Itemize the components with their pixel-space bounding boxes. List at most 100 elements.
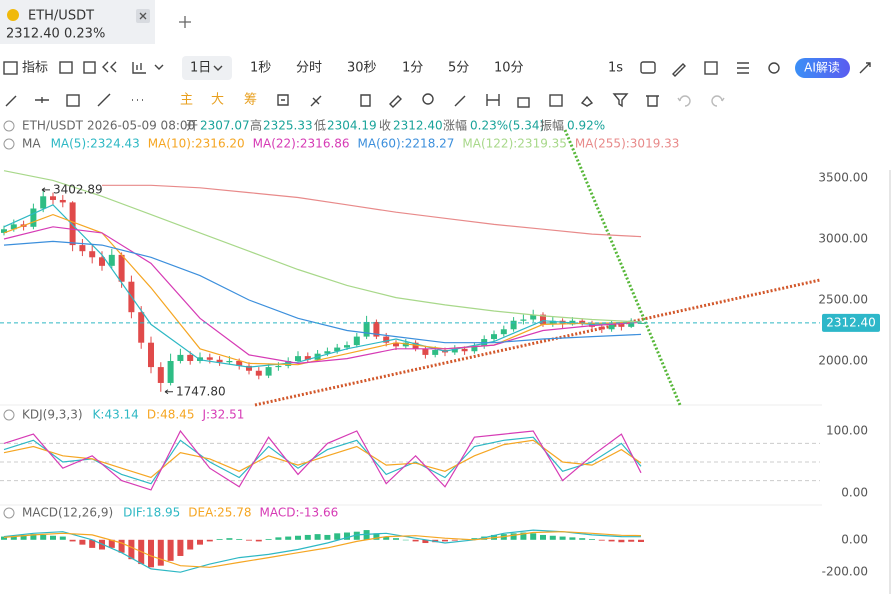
interval-button[interactable]: 1日	[190, 61, 211, 76]
hline-tool[interactable]	[35, 97, 49, 103]
trend-line[interactable]	[254, 278, 821, 407]
tab-symbol[interactable]: ETH/USDT	[28, 9, 94, 24]
macd-bar	[265, 538, 272, 540]
icon[interactable]	[310, 95, 322, 107]
icon[interactable]	[102, 61, 117, 73]
tool-button[interactable]: 大	[211, 93, 224, 108]
candle-body	[30, 208, 37, 227]
icon[interactable]	[549, 94, 563, 107]
collapse-icon[interactable]	[3, 507, 15, 519]
chevron	[213, 65, 223, 71]
interval-button[interactable]: 30秒	[347, 61, 377, 76]
ai-label[interactable]: AI解读	[804, 61, 840, 75]
info-symbol: ETH/USDT	[22, 119, 84, 133]
undo-icon[interactable]	[677, 95, 691, 107]
annotation: 1747.80	[176, 384, 226, 398]
icon[interactable]	[277, 94, 289, 106]
macd-bar	[520, 532, 527, 540]
filter-icon[interactable]	[612, 93, 629, 108]
icon[interactable]	[132, 62, 146, 74]
interval-button[interactable]: 1s	[608, 61, 623, 76]
info-label: 高	[250, 118, 262, 133]
candle-body	[334, 347, 341, 352]
candle-body	[500, 329, 507, 335]
zoom-icon[interactable]	[422, 93, 434, 105]
candle-body	[461, 348, 468, 352]
candle-body	[628, 320, 635, 327]
camera-icon[interactable]	[640, 61, 656, 74]
interval-button[interactable]: 5分	[448, 61, 469, 76]
redo-icon[interactable]	[711, 95, 725, 107]
settings-icon[interactable]	[768, 62, 780, 74]
candle-body	[10, 224, 17, 230]
annotation: 3402.89	[53, 182, 103, 196]
interval-button[interactable]: 1秒	[250, 61, 271, 76]
macd-bar	[549, 535, 556, 540]
icon[interactable]	[59, 61, 73, 74]
info-value: 2304.19	[327, 119, 377, 133]
interval-button[interactable]: 10分	[494, 61, 524, 76]
pen-icon[interactable]	[672, 63, 686, 77]
icon[interactable]	[360, 94, 371, 107]
legend-entry: MA(22):2316.86	[253, 137, 350, 151]
ai-button[interactable]	[795, 58, 850, 78]
menu-icon[interactable]	[737, 62, 749, 74]
candle-body	[579, 320, 586, 324]
candle-body	[304, 356, 311, 360]
interval-selected[interactable]	[182, 56, 232, 80]
icon[interactable]	[454, 95, 466, 107]
icon[interactable]	[389, 95, 402, 108]
candle-body	[324, 351, 331, 354]
annotation-arrow	[41, 187, 50, 193]
collapse-icon[interactable]	[3, 138, 15, 150]
info-value: 0.23%(5.34)	[470, 119, 544, 133]
info-value: 2307.07	[200, 119, 250, 133]
brush-tool[interactable]	[97, 93, 111, 107]
macd-bar	[59, 536, 66, 540]
macd-bar	[1, 536, 7, 540]
rect-tool[interactable]	[66, 94, 80, 107]
indicator-line	[3, 170, 642, 323]
candle-body	[295, 356, 301, 361]
tab-change: 0.23%	[64, 27, 105, 42]
tab-bg[interactable]	[0, 0, 155, 44]
lock-icon[interactable]	[517, 97, 530, 108]
trend-line[interactable]	[563, 129, 682, 406]
tool-button[interactable]: 主	[180, 93, 193, 108]
macd-bar	[128, 539, 135, 560]
fullscreen-icon[interactable]	[859, 62, 871, 74]
icon[interactable]	[154, 64, 164, 70]
candle-body	[344, 345, 350, 348]
add-tab[interactable]	[179, 16, 191, 28]
macd-bar	[559, 536, 566, 540]
interval-button[interactable]: 1分	[402, 61, 423, 76]
line-tool[interactable]	[5, 95, 17, 107]
macd-bar	[628, 539, 635, 542]
candle-body	[520, 319, 527, 321]
candle-body	[402, 342, 409, 347]
macd-bar	[246, 539, 252, 541]
tool-button[interactable]: 筹	[244, 92, 257, 108]
legend-entry: MA(255):3019.33	[575, 137, 680, 151]
interval-button[interactable]: 分时	[296, 61, 322, 76]
pane: 0.00 -200.00 MACD(12,26,9) DIF:18.95 DEA:25.…	[1, 506, 868, 579]
macd-bar	[108, 539, 115, 548]
price-tag-label: 2312.40	[826, 315, 876, 329]
macd-bar	[471, 538, 478, 540]
icon[interactable]	[704, 61, 718, 75]
collapse-icon[interactable]	[3, 120, 15, 132]
icon[interactable]	[580, 95, 594, 107]
candle-body	[353, 336, 360, 346]
info-label: 振幅	[540, 118, 564, 133]
macd-bar	[236, 538, 243, 540]
legend-entry: J:32.51	[201, 408, 244, 422]
indicator-button[interactable]: 指标	[22, 61, 48, 76]
icon[interactable]	[486, 94, 500, 106]
indicator-line	[3, 204, 642, 368]
y-tick-label: 0.00	[841, 532, 868, 546]
trash-icon[interactable]	[646, 95, 659, 107]
collapse-icon[interactable]	[3, 409, 15, 421]
icon[interactable]	[83, 61, 96, 74]
y-tick-label: 100.00	[826, 424, 868, 438]
legend-entry: DEA:25.78	[188, 506, 251, 520]
